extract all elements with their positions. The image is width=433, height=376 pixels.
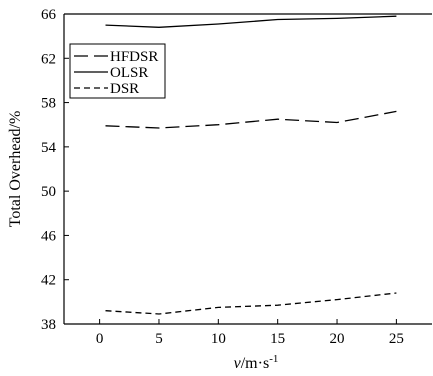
- x-tick-label: 15: [270, 331, 285, 347]
- series-line-dsr: [105, 292, 397, 315]
- legend-box: [69, 43, 166, 99]
- series-line-olsr: [105, 15, 397, 28]
- legend-label-hfdsr: HFDSR: [110, 49, 158, 65]
- x-tick-label: 25: [389, 331, 404, 347]
- x-tick-label: 5: [155, 331, 163, 347]
- legend-label-olsr: OLSR: [110, 65, 148, 81]
- y-tick-label: 62: [41, 51, 56, 67]
- legend-label-dsr: DSR: [110, 81, 139, 97]
- x-axis-title-unit: /m·s: [241, 355, 269, 372]
- axes-layer: 38 42 46 50 54 58 62 66 0 5 10 15 20 25: [41, 7, 432, 347]
- y-tick-label: 50: [41, 184, 56, 200]
- series-line-hfdsr: [105, 110, 397, 129]
- y-tick-label: 66: [41, 7, 57, 23]
- y-axis-title: Total Overhead/%: [7, 111, 24, 228]
- x-axis-title: v/m·s-1: [234, 353, 279, 372]
- y-tick-label: 42: [41, 273, 56, 289]
- y-tick-label: 54: [41, 140, 57, 156]
- x-tick-label: 0: [96, 331, 104, 347]
- y-tick-label: 46: [41, 228, 57, 244]
- x-tick-label: 20: [330, 331, 345, 347]
- y-tick-label: 38: [41, 317, 56, 333]
- series-layer: [105, 15, 397, 315]
- x-axis-title-exponent: -1: [269, 353, 278, 365]
- x-axis-title-var: v: [234, 355, 242, 372]
- x-tick-label: 10: [211, 331, 226, 347]
- y-tick-label: 58: [41, 96, 56, 112]
